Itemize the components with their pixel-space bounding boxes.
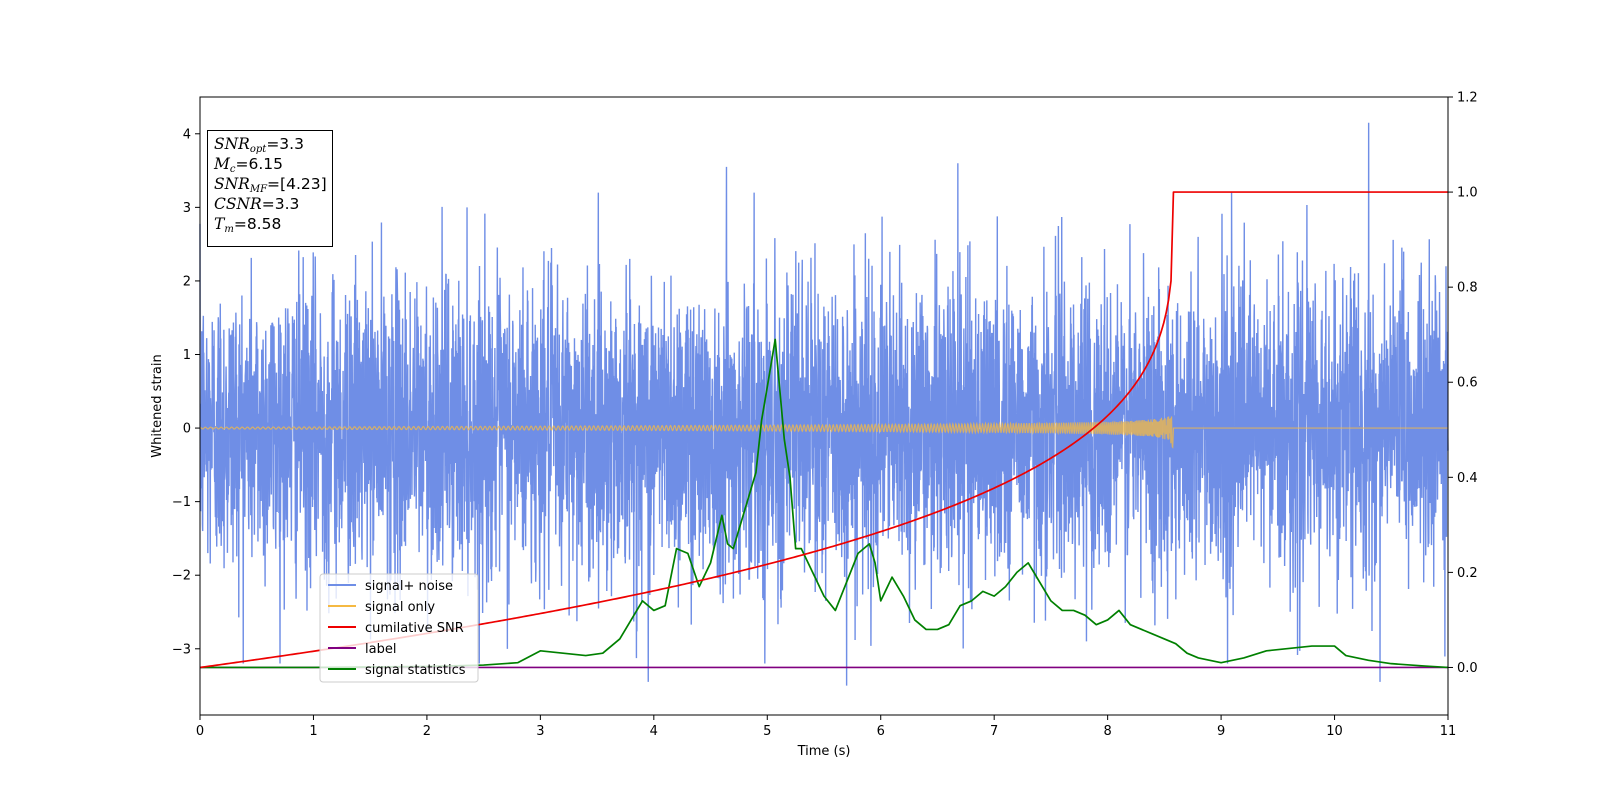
- y-left-tick-label: 2: [183, 274, 191, 289]
- y-axis-right: 0.0 0.2 0.4 0.6 0.8 1.0 1.2: [1448, 91, 1478, 676]
- x-tick-label: 1: [309, 724, 317, 739]
- y-left-tick-label: 0: [183, 422, 191, 437]
- legend-label-cumulative-snr: cumilative SNR: [365, 621, 464, 636]
- x-tick-label: 8: [1103, 724, 1111, 739]
- mc-annotation: Mc=6.15: [214, 155, 283, 175]
- legend-label-signal-only: signal only: [365, 600, 435, 615]
- y-right-tick-label: 0.4: [1457, 471, 1478, 486]
- y-left-tick-label: −3: [172, 642, 191, 657]
- x-tick-label: 3: [536, 724, 544, 739]
- csnr-annotation: CSNR=3.3: [214, 195, 300, 213]
- plot-frame: [199, 96, 1449, 716]
- y-right-tick-label: 1.0: [1457, 186, 1478, 201]
- y-left-tick-label: −2: [172, 569, 191, 584]
- y-axis-left: −3 −2 −1 0 1 2 3 4: [172, 127, 200, 657]
- legend-box: [319, 573, 479, 683]
- signal-noise-series: [199, 122, 1449, 686]
- y-left-tick-label: 4: [183, 127, 191, 142]
- x-tick-label: 10: [1326, 724, 1343, 739]
- legend-label-signal-noise: signal+ noise: [365, 579, 453, 594]
- x-tick-label: 2: [423, 724, 431, 739]
- y-left-tick-label: −1: [172, 495, 191, 510]
- x-axis: 0 1 2 3 4 5 6 7 8 9 10 11: [196, 715, 1456, 739]
- signal-only-line: [199, 416, 1448, 449]
- x-tick-label: 0: [196, 724, 204, 739]
- x-tick-label: 4: [650, 724, 658, 739]
- x-tick-label: 11: [1440, 724, 1457, 739]
- snr-mf-annotation: SNRMF=[4.23]: [214, 175, 327, 195]
- signal-noise-line: [199, 122, 1449, 686]
- y-axis-label: Whitened strain: [150, 354, 165, 457]
- y-right-tick-label: 0.2: [1457, 566, 1478, 581]
- y-right-tick-label: 0.0: [1457, 661, 1478, 676]
- x-tick-label: 5: [763, 724, 771, 739]
- signal-statistics-line: [200, 338, 1449, 669]
- signal-only-series: [199, 416, 1448, 449]
- annotation-box: SNRopt=3.3 Mc=6.15 SNRMF=[4.23] CSNR=3.3…: [207, 130, 333, 247]
- legend-label-signal-statistics: signal statistics: [365, 663, 466, 678]
- y-right-tick-label: 1.2: [1457, 91, 1478, 106]
- y-left-tick-label: 3: [183, 201, 191, 216]
- legend-label-label: label: [365, 642, 396, 657]
- x-tick-label: 9: [1217, 724, 1225, 739]
- legend: signal+ noise signal only cumilative SNR…: [319, 573, 479, 683]
- x-axis-label: Time (s): [797, 744, 851, 759]
- y-left-tick-label: 1: [183, 348, 191, 363]
- y-right-tick-label: 0.8: [1457, 281, 1478, 296]
- x-tick-label: 7: [990, 724, 998, 739]
- tm-annotation: Tm=8.58: [214, 215, 282, 235]
- x-tick-label: 6: [877, 724, 885, 739]
- snr-opt-annotation: SNRopt=3.3: [214, 135, 304, 155]
- y-right-tick-label: 0.6: [1457, 376, 1478, 391]
